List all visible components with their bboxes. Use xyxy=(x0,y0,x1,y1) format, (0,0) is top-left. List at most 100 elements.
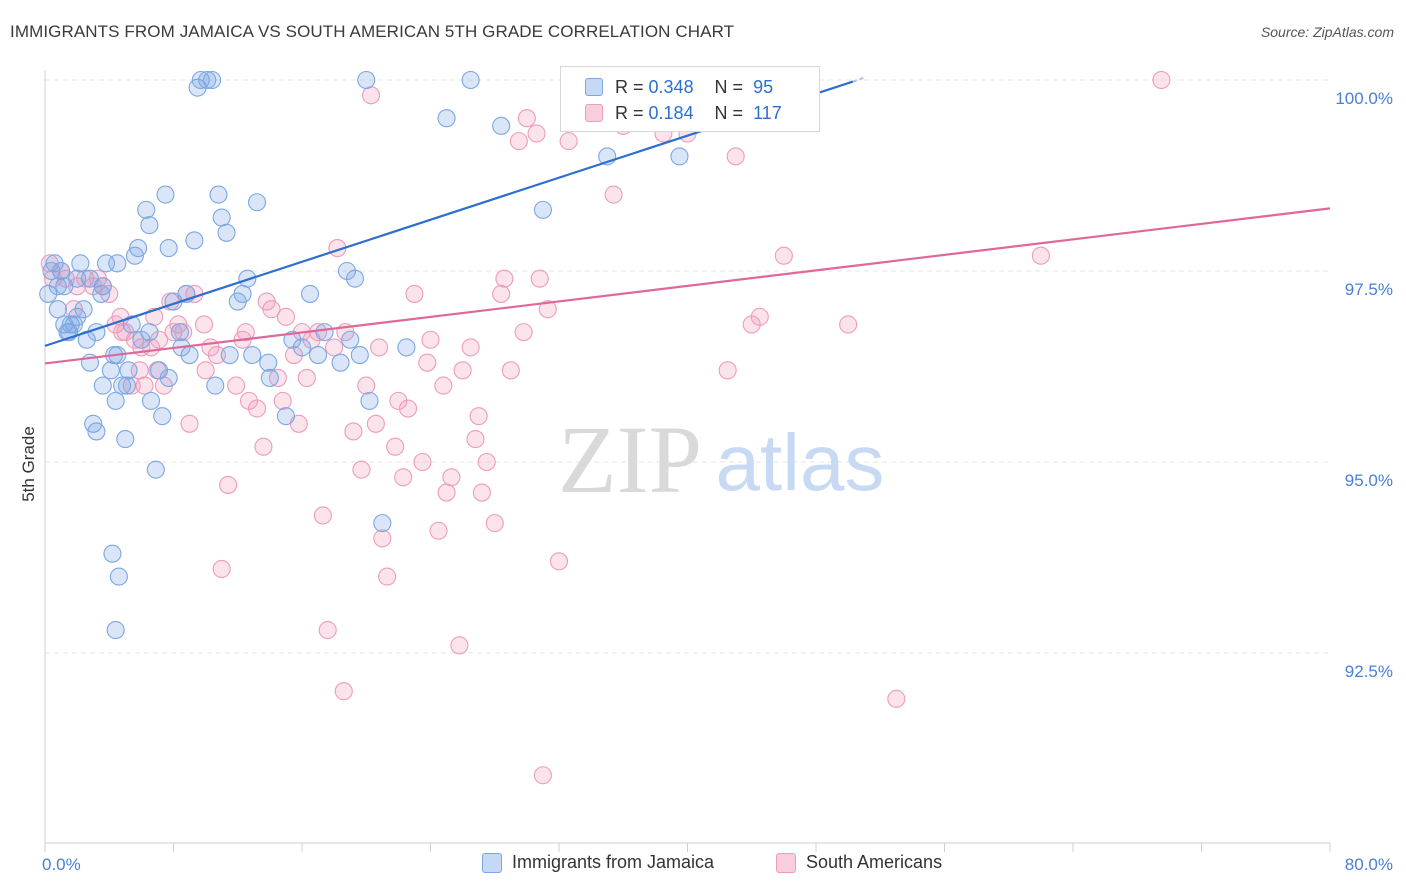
data-point xyxy=(93,376,112,395)
data-point xyxy=(146,460,165,479)
data-point xyxy=(122,315,141,334)
data-point xyxy=(297,368,316,388)
data-point xyxy=(331,353,350,372)
data-point xyxy=(117,376,136,395)
axes xyxy=(44,70,1331,852)
data-point xyxy=(227,376,246,395)
data-point xyxy=(140,323,159,342)
data-point xyxy=(74,300,93,319)
data-point xyxy=(159,239,178,258)
data-point xyxy=(839,315,858,334)
data-point xyxy=(397,338,416,357)
data-point xyxy=(141,391,161,410)
data-point xyxy=(135,376,154,395)
data-point xyxy=(103,544,122,563)
data-point xyxy=(129,239,148,258)
source-label: Source: ZipAtlas.com xyxy=(1260,24,1394,40)
grid-lines xyxy=(45,79,1330,654)
data-point xyxy=(509,132,528,151)
data-point xyxy=(236,323,255,342)
data-point xyxy=(206,376,225,395)
data-point xyxy=(209,185,228,204)
data-point xyxy=(185,231,204,250)
legend-label-jamaica: Immigrants from Jamaica xyxy=(512,852,715,872)
data-point xyxy=(87,422,106,441)
data-point xyxy=(472,483,491,502)
data-point xyxy=(527,124,546,143)
data-point xyxy=(243,345,262,365)
y-axis-label: 5th Grade xyxy=(19,426,38,502)
data-point xyxy=(357,70,376,90)
r-label: R = xyxy=(615,76,644,97)
data-point xyxy=(309,345,328,365)
data-point xyxy=(495,269,514,288)
data-point xyxy=(198,70,217,90)
data-point xyxy=(318,621,337,640)
data-point xyxy=(106,621,125,640)
data-point xyxy=(530,269,549,288)
watermark-atlas: atlas xyxy=(716,418,885,507)
data-point xyxy=(313,506,332,525)
data-point xyxy=(394,468,413,487)
data-point xyxy=(549,552,569,571)
data-point xyxy=(116,430,135,449)
data-point xyxy=(345,269,365,288)
data-point xyxy=(774,246,793,265)
data-point xyxy=(1152,70,1171,90)
watermark: ZIP atlas xyxy=(558,406,884,513)
y-tick-label: 100.0% xyxy=(1335,89,1393,108)
data-point xyxy=(207,345,226,365)
data-point xyxy=(68,307,87,326)
data-point xyxy=(283,330,302,349)
data-point xyxy=(233,284,252,303)
data-point xyxy=(492,284,511,303)
data-point xyxy=(477,452,496,472)
data-point xyxy=(276,407,295,426)
data-point xyxy=(1031,246,1050,265)
data-point xyxy=(437,483,456,502)
y-tick-label: 95.0% xyxy=(1345,471,1393,490)
y-tick-label: 97.5% xyxy=(1345,280,1393,299)
trend-line-extension xyxy=(852,76,865,83)
data-point xyxy=(156,185,175,204)
data-point xyxy=(257,292,276,311)
data-point xyxy=(247,399,267,418)
x-tick-label: 80.0% xyxy=(1345,855,1393,874)
legend-item-jamaica[interactable]: Immigrants from Jamaica xyxy=(482,852,714,873)
data-point xyxy=(300,284,320,303)
data-point xyxy=(276,307,295,326)
trend-line xyxy=(44,207,1331,365)
data-point xyxy=(750,307,769,326)
data-point xyxy=(108,254,127,273)
data-point xyxy=(360,391,379,410)
data-point xyxy=(212,559,231,579)
data-point xyxy=(461,338,480,357)
n-value: 95 xyxy=(753,76,774,97)
data-point xyxy=(450,636,469,655)
data-point xyxy=(344,422,363,441)
data-point xyxy=(413,452,432,472)
data-point xyxy=(292,338,312,357)
watermark-zip: ZIP xyxy=(558,406,702,513)
data-point xyxy=(259,353,278,372)
data-point xyxy=(159,368,178,388)
data-point xyxy=(373,529,392,548)
legend-swatch-south-americans xyxy=(776,852,796,873)
legend-item-south-americans[interactable]: South Americans xyxy=(776,852,942,873)
data-point xyxy=(398,399,418,418)
data-point xyxy=(350,345,369,365)
stats-row-jamaica: R = 0.348 N = 95 xyxy=(585,74,773,100)
data-point xyxy=(389,391,408,410)
data-point xyxy=(718,361,737,380)
data-point xyxy=(93,277,112,296)
data-point xyxy=(106,391,125,410)
data-point xyxy=(170,323,189,342)
data-point xyxy=(48,277,67,296)
data-point xyxy=(273,391,292,410)
data-point xyxy=(149,361,169,380)
data-point xyxy=(341,330,360,349)
data-point xyxy=(514,323,533,342)
data-point xyxy=(119,361,138,380)
data-point xyxy=(517,109,536,128)
